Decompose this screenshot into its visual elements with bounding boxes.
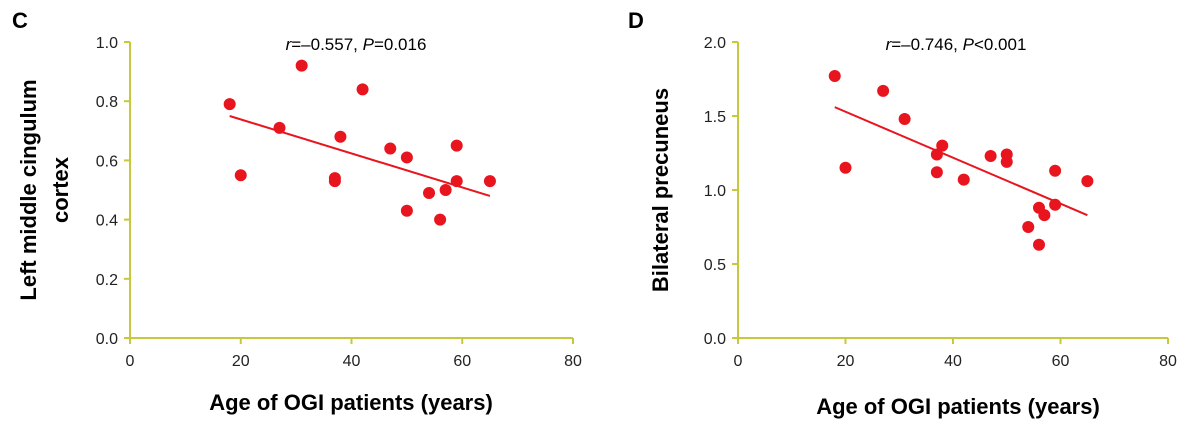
- x-tick-label: 20: [232, 353, 250, 370]
- stat-r-symbol: r: [886, 35, 893, 54]
- x-tick-label: 0: [734, 353, 743, 370]
- stat-r-symbol: r: [286, 35, 293, 54]
- x-tick-label: 20: [837, 353, 855, 370]
- y-tick-label: 0.4: [96, 213, 118, 230]
- data-point: [434, 213, 447, 226]
- data-point: [930, 166, 943, 179]
- data-point: [356, 83, 369, 96]
- stat-p-value: =0.016: [374, 35, 426, 54]
- y-tick-label: 0.0: [96, 331, 118, 348]
- panel-c: C 0.0 0.2 0.4 0.6 0.8 1.0 0 20 40 60 80 Age of OGI p…: [12, 8, 582, 415]
- y-tick-label: 0.2: [96, 272, 118, 289]
- y-tick-label: 0.5: [704, 257, 726, 274]
- x-axis-title: Age of OGI patients (years): [816, 394, 1100, 419]
- data-point: [400, 204, 413, 217]
- y-tick-label: 1.0: [96, 35, 118, 52]
- stat-annotation: r=–0.746, P<0.001: [886, 35, 1027, 54]
- data-point: [957, 173, 970, 186]
- panel-letter: D: [628, 8, 644, 33]
- stat-p-value: <0.001: [974, 35, 1026, 54]
- y-tick-label: 2.0: [704, 35, 726, 52]
- stat-r-value: =–0.557,: [291, 35, 362, 54]
- data-point: [334, 130, 347, 143]
- data-point: [877, 84, 890, 97]
- x-tick-label: 80: [564, 353, 582, 370]
- x-tick-label: 60: [1052, 353, 1070, 370]
- data-point: [1022, 221, 1035, 233]
- data-point: [439, 184, 452, 196]
- data-point: [273, 121, 286, 134]
- y-tick-label: 0.6: [96, 153, 118, 170]
- data-point: [328, 175, 341, 188]
- y-tick-label: 0.8: [96, 94, 118, 111]
- x-axis-title: Age of OGI patients (years): [209, 390, 493, 415]
- y-tick-label: 0.0: [704, 331, 726, 348]
- x-tick-label: 80: [1159, 353, 1177, 370]
- data-point: [234, 169, 247, 182]
- data-point: [1049, 198, 1062, 211]
- data-point: [984, 149, 997, 162]
- y-axis-title: cortex: [48, 156, 73, 223]
- data-point: [1081, 175, 1094, 188]
- x-tick-label: 40: [944, 353, 962, 370]
- y-axis-title: Bilateral precuneus: [648, 88, 673, 292]
- data-point: [483, 175, 496, 188]
- data-point: [1038, 209, 1051, 222]
- data-point: [936, 139, 949, 152]
- panel-d: D 0.0 0.5 1.0 1.5 2.0 0 20 40 60 80 Age of OGI pati…: [628, 8, 1177, 419]
- stat-annotation: r=–0.557, P=0.016: [286, 35, 427, 54]
- data-point: [1000, 155, 1013, 168]
- y-axis-title: Left middle cingulum: [16, 79, 41, 300]
- y-tick-label: 1.0: [704, 183, 726, 200]
- regression-line: [229, 115, 491, 197]
- data-point: [295, 59, 308, 72]
- stat-p-symbol: P: [363, 35, 375, 54]
- data-point: [450, 175, 463, 188]
- stat-r-value: =–0.746,: [891, 35, 962, 54]
- data-point: [450, 139, 463, 152]
- data-point: [1033, 238, 1045, 251]
- data-point: [384, 142, 397, 155]
- data-point: [400, 151, 413, 164]
- data-point: [828, 70, 841, 83]
- y-tick-label: 1.5: [704, 109, 726, 126]
- stat-p-symbol: P: [963, 35, 975, 54]
- data-point: [898, 112, 911, 125]
- data-point: [223, 98, 236, 111]
- data-point: [930, 148, 943, 161]
- x-tick-label: 40: [343, 353, 361, 370]
- x-tick-label: 60: [453, 353, 471, 370]
- data-point: [839, 161, 852, 174]
- panel-letter: C: [12, 8, 28, 33]
- data-point: [1049, 164, 1062, 177]
- x-tick-label: 0: [126, 353, 135, 370]
- regression-line: [834, 106, 1088, 217]
- data-point: [423, 186, 436, 199]
